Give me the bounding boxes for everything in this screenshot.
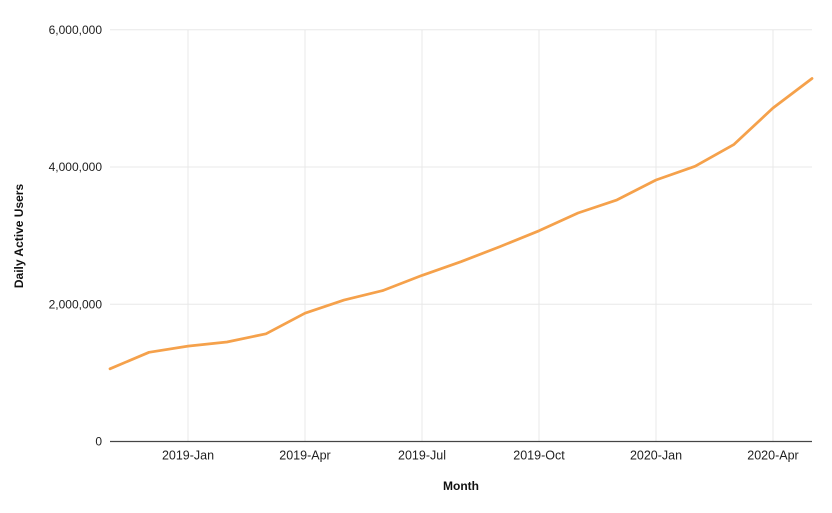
y-tick-label: 0 <box>95 435 102 449</box>
x-tick-label: 2020-Apr <box>747 449 798 463</box>
x-tick-label: 2020-Jan <box>630 449 682 463</box>
y-tick-label: 4,000,000 <box>49 160 103 174</box>
y-tick-label: 6,000,000 <box>49 23 103 37</box>
x-tick-label: 2019-Jan <box>162 449 214 463</box>
tick-labels-layer: 0 2,000,000 4,000,000 6,000,000 2019-Jan 2019… <box>49 23 799 463</box>
dau-series-line <box>108 77 814 371</box>
y-tick-label: 2,000,000 <box>49 297 103 311</box>
x-tick-label: 2019-Oct <box>513 449 565 463</box>
gridlines-layer <box>110 29 812 442</box>
x-tick-label: 2019-Jul <box>398 449 446 463</box>
series-layer <box>108 77 814 371</box>
y-axis-title: Daily Active Users <box>12 184 26 289</box>
x-tick-label: 2019-Apr <box>279 449 330 463</box>
x-axis-title: Month <box>443 479 479 493</box>
